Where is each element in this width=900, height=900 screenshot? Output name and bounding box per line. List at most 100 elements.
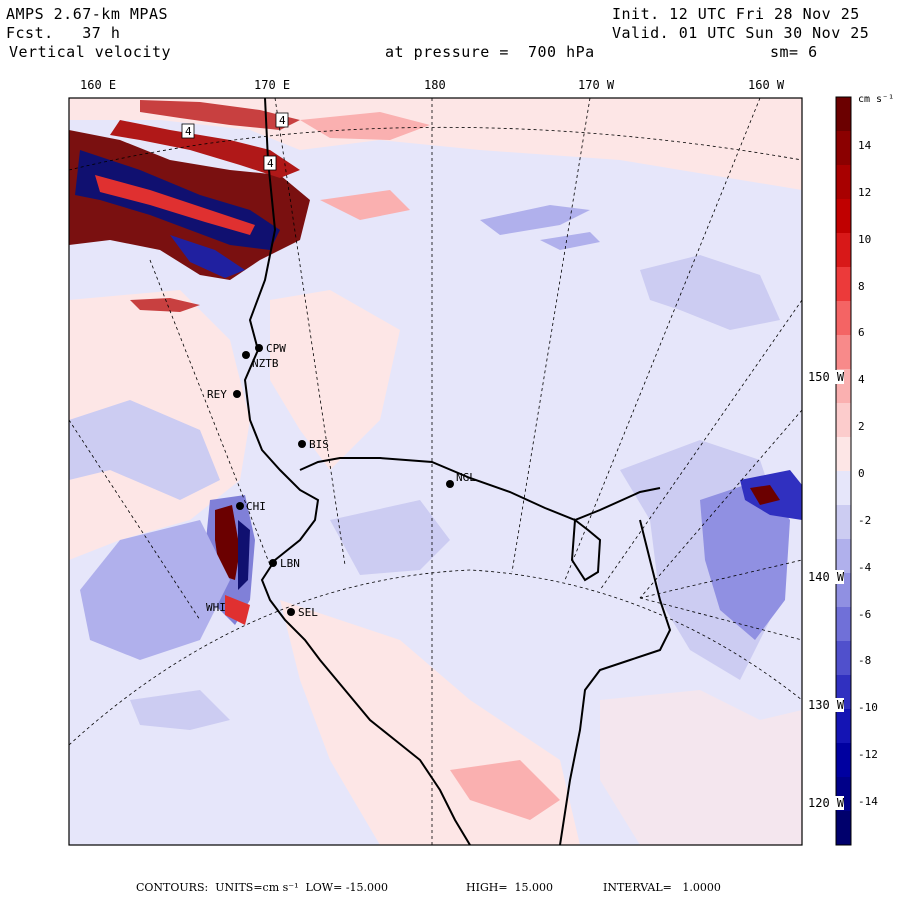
colorbar-tick-label: 0	[858, 467, 865, 480]
wave-downdraft	[238, 520, 250, 590]
colorbar-swatch	[836, 505, 851, 540]
colorbar-tick-label: -8	[858, 654, 872, 668]
forecast-hour: Fcst. 37 h	[6, 24, 121, 42]
station-dot	[446, 480, 454, 488]
station-dot	[287, 608, 295, 616]
lat-label-130w: 130 W	[808, 698, 845, 712]
station-label-nztb: NZTB	[252, 357, 279, 370]
station-dot	[269, 559, 277, 567]
colorbar-tick-label: 8	[858, 279, 865, 293]
colorbar-swatch	[836, 539, 851, 574]
wave-updraft	[225, 595, 250, 625]
descent-region	[700, 480, 790, 640]
footer-contours: CONTOURS: UNITS=cm s⁻¹ LOW= -15.000	[136, 881, 389, 894]
updraft-streak	[95, 175, 255, 235]
colorbar-tick-label: -2	[858, 513, 872, 527]
colorbar-swatch	[836, 97, 851, 132]
colorbar-swatch	[836, 743, 851, 778]
colorbar-tick-label: -14	[858, 795, 878, 808]
init-time: Init. 12 UTC Fri 28 Nov 25	[612, 5, 860, 23]
lon-label-170w: 170 W	[578, 78, 615, 92]
lon-label-160w: 160 W	[748, 78, 785, 92]
colorbar-tick-label: 4	[858, 373, 865, 387]
descent-region	[130, 690, 230, 730]
colorbar-tick-label: 6	[858, 326, 865, 340]
lat-label-120w: 120 W	[808, 796, 845, 810]
colorbar-tick-label: 10	[858, 232, 872, 246]
station-label-cpw: CPW	[266, 342, 286, 355]
ascent-region	[300, 112, 430, 140]
positive-region	[600, 690, 802, 845]
contour-label: 4	[279, 114, 286, 127]
model-title: AMPS 2.67-km MPAS	[6, 5, 169, 23]
ascent-region	[450, 760, 560, 820]
coastline	[243, 98, 672, 845]
colorbar-swatch	[836, 199, 851, 234]
updraft-streak	[140, 100, 300, 130]
lat-label-150w: 150 W	[808, 370, 845, 384]
descent-streak	[480, 205, 590, 235]
station-label-rey: REY	[207, 388, 227, 401]
station-label-sel: SEL	[298, 606, 318, 619]
colorbar-swatch	[836, 301, 851, 336]
footer-high: HIGH= 15.000	[466, 881, 554, 894]
lat-label-140w: 140 W	[808, 570, 845, 584]
station-label-bis: BIS	[309, 438, 329, 451]
station-label-ngl: NGL	[456, 471, 476, 484]
station-dot	[298, 440, 306, 448]
contour-label: 4	[185, 125, 192, 138]
stations: CPW NZTB REY BIS NGL CHI LBN WHI SEL	[206, 342, 476, 619]
colorbar-swatch	[836, 165, 851, 200]
pressure-level: at pressure = 700 hPa	[385, 43, 595, 61]
descent-region	[80, 520, 230, 660]
colorbar-tick-label: -12	[858, 748, 878, 762]
contour-labels: 4 4 4	[181, 112, 289, 171]
colorbar-swatch	[836, 437, 851, 472]
colorbar-swatch	[836, 709, 851, 744]
colorbar-swatch	[836, 641, 851, 676]
colorbar-swatch	[836, 233, 851, 268]
station-dot	[236, 502, 244, 510]
colorbar-swatch	[836, 607, 851, 642]
colorbar-swatch	[836, 471, 851, 506]
colorbar-tick-label: 2	[858, 420, 865, 434]
colorbar-units: cm s⁻¹	[858, 94, 895, 105]
station-dot	[233, 390, 241, 398]
station-label-chi: CHI	[246, 500, 266, 513]
vertical-velocity-field	[69, 98, 802, 845]
colorbar-swatch	[836, 811, 851, 846]
colorbar-tick-label: -6	[858, 607, 872, 621]
station-label-whi: WHI	[206, 601, 226, 614]
positive-region	[270, 290, 400, 470]
downdraft-streak	[170, 235, 245, 278]
ascent-region	[320, 190, 410, 220]
colorbar-swatch	[836, 267, 851, 302]
colorbar-frame	[835, 96, 852, 846]
colorbar-tick-label: 14	[858, 139, 872, 152]
station-dot	[255, 344, 263, 352]
smoothing-label: sm= 6	[770, 43, 818, 61]
colorbar-swatch	[836, 131, 851, 166]
wave-updraft	[215, 505, 240, 580]
colorbar-tick-label: 12	[858, 185, 872, 199]
colorbar-swatch	[836, 335, 851, 370]
lon-label-160e: 160 E	[80, 78, 117, 92]
updraft-streak	[130, 298, 200, 312]
updraft-streak	[110, 120, 300, 178]
descent-region	[640, 255, 780, 330]
descent-streak	[540, 232, 600, 250]
contour-label: 4	[267, 157, 274, 170]
lon-label-170e: 170 E	[254, 78, 291, 92]
colorbar-tick-label: -4	[858, 560, 872, 574]
colorbar-tick-label: -10	[858, 701, 878, 715]
colorbar-swatch	[836, 403, 851, 438]
station-label-lbn: LBN	[280, 557, 300, 570]
descent-region	[69, 400, 220, 500]
updraft-core	[750, 485, 780, 505]
graticule	[69, 98, 802, 845]
valid-time: Valid. 01 UTC Sun 30 Nov 25	[612, 24, 870, 42]
station-dot	[242, 351, 250, 359]
footer-interval: INTERVAL= 1.0000	[603, 881, 721, 894]
lon-label-180: 180	[424, 78, 446, 92]
